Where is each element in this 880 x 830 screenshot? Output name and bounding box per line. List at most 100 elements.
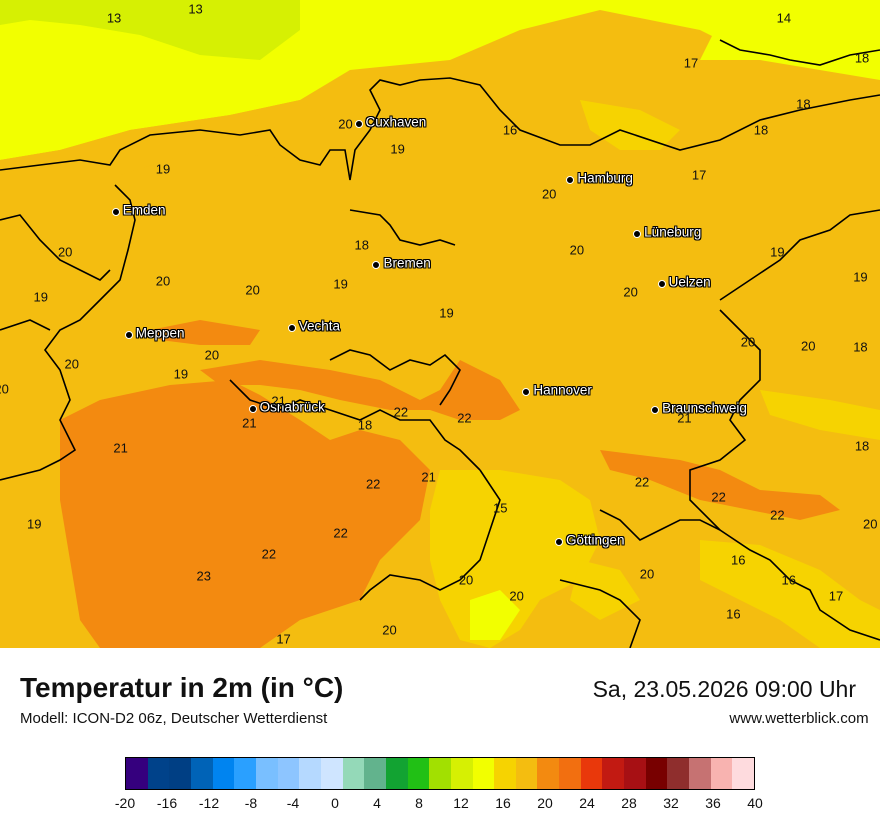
temperature-value: 14	[776, 10, 792, 26]
temperature-value: 19	[390, 141, 405, 157]
temperature-value: 18	[753, 122, 769, 138]
color-scale-tick-label: 36	[705, 795, 721, 811]
temperature-value: 21	[271, 393, 286, 409]
temperature-map: Cuxhaven Hamburg Emden Lüneburg Bremen Uelzen…	[0, 0, 880, 648]
temperature-value: 20	[801, 338, 816, 354]
temperature-value: 19	[33, 289, 48, 305]
temperature-value: 20	[155, 273, 171, 289]
temperature-value: 15	[493, 500, 508, 516]
color-scale-tick-label: -12	[198, 795, 220, 811]
temperature-value: 19	[333, 276, 348, 292]
map-title: Temperatur in 2m (in °C)	[20, 672, 344, 703]
website-link[interactable]: www.wetterblick.com	[729, 710, 869, 727]
temperature-value: 20	[458, 572, 474, 588]
temperature-value: 18	[796, 96, 811, 112]
temperature-value: 20	[623, 284, 638, 300]
temperature-value: 19	[155, 161, 171, 177]
temperature-value: 19	[26, 516, 42, 532]
model-info: Modell: ICON-D2 06z, Deutscher Wetterdie…	[20, 710, 328, 727]
city-marker	[554, 537, 563, 546]
temperature-value: 19	[853, 269, 868, 285]
color-scale-swatch	[450, 758, 473, 789]
color-scale-tick-label: 12	[453, 795, 469, 811]
color-scale-swatch	[645, 758, 668, 789]
city-label: Osnabrück	[259, 399, 325, 415]
color-scale-swatch	[732, 758, 755, 789]
city-marker	[657, 280, 666, 289]
temperature-value: 20	[204, 347, 220, 363]
temperature-value: 16	[726, 606, 741, 622]
temperature-value: 16	[781, 572, 796, 588]
color-scale-swatch	[364, 758, 386, 789]
color-scale-swatch	[320, 758, 343, 789]
color-scale-swatch	[255, 758, 278, 789]
footer: Temperatur in 2m (in °C) Modell: ICON-D2…	[0, 648, 880, 830]
temperature-value: 22	[634, 474, 650, 490]
city-label: Emden	[122, 202, 166, 218]
temperature-value: 18	[357, 417, 373, 433]
city-label: Hannover	[533, 382, 592, 398]
city-label: Uelzen	[668, 274, 711, 290]
color-scale-swatch	[537, 758, 560, 789]
temperature-value: 19	[770, 244, 785, 260]
city-marker	[633, 230, 642, 238]
temperature-value: 20	[541, 186, 557, 202]
color-scale-tick-label: -4	[286, 795, 300, 811]
city-marker	[522, 388, 531, 397]
temperature-value: 13	[188, 1, 203, 17]
color-scale-tick-label: 4	[373, 795, 381, 811]
city-marker	[111, 208, 120, 217]
city-label: Göttingen	[565, 532, 625, 548]
city-label: Hamburg	[577, 170, 633, 186]
city-marker	[651, 406, 660, 415]
temperature-value: 22	[393, 404, 409, 420]
color-scale-swatch	[624, 758, 646, 789]
city-marker	[124, 330, 133, 339]
temperature-value: 13	[106, 10, 122, 26]
temperature-value: 20	[569, 242, 585, 258]
color-scale-swatch	[494, 758, 516, 789]
color-scale-swatch	[689, 758, 711, 789]
color-scale-swatch	[299, 758, 321, 789]
color-scale-tick-label: 20	[537, 795, 553, 811]
temperature-value: 22	[261, 546, 277, 562]
temperature-value: 18	[854, 438, 870, 454]
city-marker	[248, 404, 257, 413]
temperature-value: 23	[196, 568, 211, 584]
temperature-value: 20	[639, 566, 655, 582]
temperature-value: 20	[64, 356, 79, 372]
color-scale-swatch	[169, 758, 191, 789]
temperature-value: 19	[439, 305, 454, 321]
color-scale-tick-label: -16	[156, 795, 178, 811]
temperature-value: 22	[711, 489, 726, 505]
temperature-value: 17	[691, 167, 707, 183]
color-scale-swatch	[126, 758, 148, 789]
color-scale-swatch	[190, 758, 213, 789]
city-label: Cuxhaven	[365, 114, 427, 130]
color-scale-swatch	[342, 758, 365, 789]
temperature-value: 17	[683, 55, 699, 71]
city-label: Braunschweig	[662, 400, 747, 416]
color-scale-swatch	[429, 758, 451, 789]
temperature-value: 20	[57, 244, 73, 260]
temperature-value: 21	[113, 440, 128, 456]
city-marker	[287, 323, 296, 332]
color-scale-swatch	[472, 758, 495, 789]
city-label: Bremen	[383, 255, 431, 271]
temperature-value: 22	[457, 410, 472, 426]
color-scale-swatch	[559, 758, 581, 789]
temperature-value: 20	[245, 282, 260, 298]
valid-datetime: Sa, 23.05.2026 09:00 Uhr	[592, 676, 856, 702]
color-scale-swatch	[407, 758, 430, 789]
color-scale-tick-label: 28	[621, 795, 637, 811]
temperature-value: 21	[677, 410, 692, 426]
color-scale-swatch	[385, 758, 408, 789]
city-label: Meppen	[135, 325, 185, 341]
color-scale-swatch	[212, 758, 235, 789]
city-label: Vechta	[298, 318, 340, 334]
temperature-value: 21	[242, 415, 257, 431]
temperature-value: 17	[828, 588, 844, 604]
color-scale-tick-label: 40	[747, 795, 763, 811]
color-scale-swatch	[234, 758, 256, 789]
color-scale-swatch	[277, 758, 300, 789]
